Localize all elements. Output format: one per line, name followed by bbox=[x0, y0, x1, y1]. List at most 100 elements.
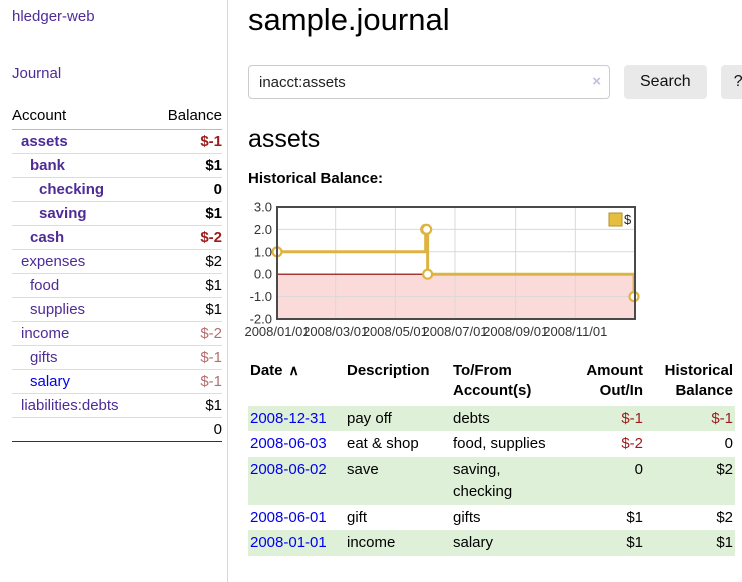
accounts-total-row: 0 bbox=[12, 417, 222, 442]
transaction-date-link[interactable]: 2008-06-03 bbox=[250, 435, 327, 453]
transaction-row: 2008-06-03 eat & shop food, supplies $-2 0 bbox=[248, 431, 735, 457]
transaction-balance: $2 bbox=[716, 508, 733, 526]
svg-text:2.0: 2.0 bbox=[254, 222, 272, 237]
balance-header: Historical Balance bbox=[664, 362, 733, 400]
account-link-salary[interactable]: salary bbox=[30, 373, 71, 390]
sort-by-date-header[interactable]: Date ∧ bbox=[248, 359, 345, 406]
transaction-amount: $-1 bbox=[572, 405, 645, 432]
svg-text:-2.0: -2.0 bbox=[250, 312, 272, 327]
account-balance: $1 bbox=[151, 201, 222, 226]
transaction-date-cell: 2008-01-01 bbox=[248, 530, 345, 556]
transaction-row: 2008-06-02 save saving, checking 0 $2 bbox=[248, 457, 735, 505]
account-link-saving[interactable]: saving bbox=[39, 205, 87, 222]
transaction-accounts: gifts bbox=[453, 508, 481, 526]
accounts-header-row: Account Balance bbox=[12, 104, 222, 130]
svg-text:2008/03/01: 2008/03/01 bbox=[303, 324, 368, 339]
transaction-description: pay off bbox=[345, 405, 451, 432]
account-cell: income bbox=[12, 321, 152, 346]
transaction-balance: $-1 bbox=[645, 405, 735, 432]
transaction-description: save bbox=[345, 457, 451, 505]
account-link-liabilities-debts[interactable]: liabilities:debts bbox=[21, 397, 119, 414]
account-cell: expenses bbox=[12, 249, 152, 274]
account-link-bank[interactable]: bank bbox=[30, 157, 66, 174]
amount-header: Amount Out/In bbox=[586, 362, 643, 400]
account-balance: 0 bbox=[151, 177, 222, 202]
account-balance: $-1 bbox=[151, 129, 222, 154]
transaction-date-link[interactable]: 2008-06-01 bbox=[250, 508, 327, 526]
account-row: supplies $1 bbox=[12, 297, 222, 322]
transaction-amount: $1 bbox=[572, 530, 645, 556]
accounts-header: To/From Account(s) bbox=[453, 362, 532, 400]
account-row: saving $1 bbox=[12, 201, 222, 226]
account-row: income $-2 bbox=[12, 321, 222, 346]
transaction-accounts: saving, checking bbox=[451, 457, 572, 505]
account-link-supplies[interactable]: supplies bbox=[30, 301, 86, 318]
transaction-amount: $-2 bbox=[621, 435, 643, 453]
transaction-description: eat & shop bbox=[347, 435, 419, 453]
transactions-table: Date ∧ Description To/From Account(s) Amo… bbox=[248, 359, 735, 556]
account-link-checking[interactable]: checking bbox=[39, 181, 105, 198]
transaction-row: 2008-06-01 gift gifts $1 $2 bbox=[248, 505, 735, 531]
svg-text:2008/01/01: 2008/01/01 bbox=[244, 324, 309, 339]
account-row: expenses $2 bbox=[12, 249, 222, 274]
account-row: cash $-2 bbox=[12, 225, 222, 250]
svg-text:1.0: 1.0 bbox=[254, 244, 272, 259]
account-row: liabilities:debts $1 bbox=[12, 393, 222, 418]
account-link-gifts[interactable]: gifts bbox=[30, 349, 58, 366]
app-title-link[interactable]: hledger-web bbox=[12, 8, 95, 25]
account-balance: $1 bbox=[151, 393, 222, 418]
svg-text:-1.0: -1.0 bbox=[250, 289, 272, 304]
transaction-balance: 0 bbox=[724, 435, 733, 453]
transaction-amount: $1 bbox=[626, 508, 643, 526]
svg-text:0.0: 0.0 bbox=[254, 267, 272, 282]
account-balance: $1 bbox=[151, 297, 222, 322]
account-balance: $1 bbox=[151, 153, 222, 178]
page-title: sample.journal bbox=[248, 2, 450, 37]
transaction-date-link[interactable]: 2008-12-31 bbox=[250, 409, 327, 427]
transaction-amount: 0 bbox=[572, 457, 645, 505]
account-link-income[interactable]: income bbox=[21, 325, 70, 342]
transaction-date-link[interactable]: 2008-06-02 bbox=[250, 461, 327, 478]
sort-ascending-icon: ∧ bbox=[288, 362, 299, 378]
svg-text:2008/11/01: 2008/11/01 bbox=[543, 324, 607, 339]
transaction-date-link[interactable]: 2008-01-01 bbox=[250, 534, 327, 552]
clear-search-icon[interactable]: × bbox=[592, 73, 601, 90]
svg-text:$: $ bbox=[624, 212, 632, 227]
account-cell: bank bbox=[12, 153, 152, 178]
account-link-expenses[interactable]: expenses bbox=[21, 253, 86, 270]
account-balance: $-1 bbox=[151, 369, 222, 394]
transaction-description: gift bbox=[347, 508, 368, 526]
sidebar-item-journal[interactable]: Journal bbox=[12, 65, 62, 82]
transaction-balance: $2 bbox=[645, 457, 735, 505]
svg-text:3.0: 3.0 bbox=[254, 200, 272, 215]
svg-text:2008/05/01: 2008/05/01 bbox=[363, 324, 428, 339]
accounts-total-value: 0 bbox=[151, 417, 222, 442]
account-link-assets[interactable]: assets bbox=[21, 133, 68, 150]
transaction-row: 2008-12-31 pay off debts $-1 $-1 bbox=[248, 405, 735, 432]
search-form: × Search ? bbox=[248, 65, 742, 99]
search-input[interactable] bbox=[248, 65, 610, 99]
svg-text:2008/07/01: 2008/07/01 bbox=[422, 324, 487, 339]
account-row: checking 0 bbox=[12, 177, 222, 202]
account-cell: gifts bbox=[12, 345, 152, 370]
accounts-total-spacer bbox=[12, 417, 152, 442]
svg-text:2008/09/01: 2008/09/01 bbox=[483, 324, 548, 339]
transaction-accounts: debts bbox=[451, 405, 572, 432]
account-row: salary $-1 bbox=[12, 369, 222, 394]
search-input-wrap: × bbox=[248, 65, 610, 99]
transaction-date-cell: 2008-12-31 bbox=[248, 405, 345, 432]
transaction-balance: $1 bbox=[645, 530, 735, 556]
transactions-header-row: Date ∧ Description To/From Account(s) Amo… bbox=[248, 359, 735, 406]
transaction-accounts: food, supplies bbox=[453, 435, 546, 453]
transaction-date-cell: 2008-06-03 bbox=[248, 431, 345, 457]
account-cell: liabilities:debts bbox=[12, 393, 152, 418]
account-balance: $-2 bbox=[151, 225, 222, 250]
search-button[interactable]: Search bbox=[624, 65, 707, 99]
transaction-description: income bbox=[345, 530, 451, 556]
account-link-food[interactable]: food bbox=[30, 277, 60, 294]
historical-balance-chart[interactable]: $3.0 2.0 1.0 0.0 -1.0 -2.02008/01/012008/03/0… bbox=[244, 200, 698, 343]
account-link-cash[interactable]: cash bbox=[30, 229, 65, 246]
account-balance: $1 bbox=[151, 273, 222, 298]
date-header-label: Date bbox=[250, 362, 283, 379]
help-button[interactable]: ? bbox=[720, 65, 742, 99]
